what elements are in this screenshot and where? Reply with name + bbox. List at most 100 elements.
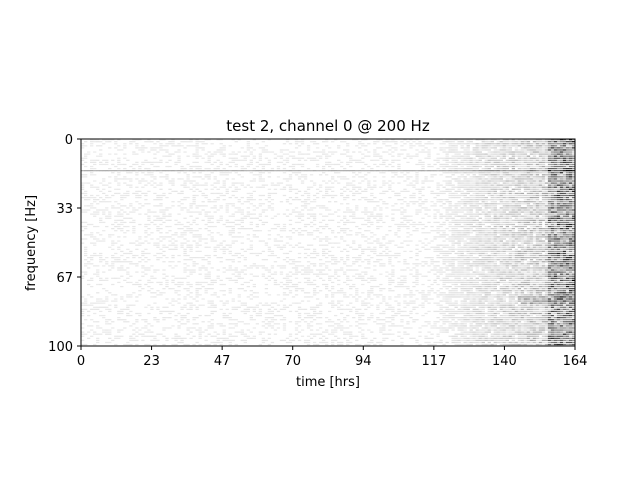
heatmap-cell <box>475 236 479 238</box>
heatmap-cell <box>451 178 455 180</box>
heatmap-cell <box>412 221 416 224</box>
heatmap-cell <box>300 157 305 159</box>
heatmap-cell <box>361 145 365 147</box>
heatmap-cell <box>343 217 347 219</box>
heatmap-cell <box>511 215 516 217</box>
heatmap-cell <box>117 159 121 161</box>
heatmap-cell <box>315 236 320 238</box>
heatmap-cell <box>550 244 555 246</box>
heatmap-cell <box>565 256 570 259</box>
heatmap-cell <box>562 219 567 221</box>
heatmap-cell <box>559 141 564 143</box>
heatmap-cell <box>490 159 494 161</box>
heatmap-cell <box>153 176 157 178</box>
heatmap-cell <box>478 223 482 226</box>
heatmap-cell <box>553 188 558 190</box>
heatmap-cell <box>463 244 467 246</box>
heatmap-cell <box>547 207 552 209</box>
heatmap-cell <box>535 196 540 199</box>
heatmap-cell <box>493 263 497 265</box>
heatmap-cell <box>502 201 507 203</box>
heatmap-cell <box>144 256 148 259</box>
heatmap-cell <box>364 259 368 261</box>
heatmap-cell <box>514 256 519 259</box>
heatmap-cell <box>364 155 368 157</box>
heatmap-cell <box>343 211 347 213</box>
heatmap-cell <box>225 211 229 213</box>
heatmap-cell <box>535 254 540 257</box>
heatmap-cell <box>469 196 473 199</box>
heatmap-cell <box>571 221 576 224</box>
heatmap-cell <box>520 182 525 184</box>
heatmap-cell <box>324 192 329 195</box>
heatmap-cell <box>439 213 443 215</box>
heatmap-cell <box>508 165 513 168</box>
heatmap-cell <box>499 186 504 188</box>
heatmap-cell <box>427 149 431 151</box>
heatmap-cell <box>340 203 344 205</box>
heatmap-cell <box>472 149 476 151</box>
heatmap-cell <box>397 153 401 155</box>
heatmap-cell <box>159 219 163 221</box>
heatmap-cell <box>505 141 510 143</box>
heatmap-cell <box>490 141 494 143</box>
heatmap-cell <box>379 163 383 166</box>
heatmap-cell <box>475 161 479 164</box>
heatmap-cell <box>541 153 546 155</box>
heatmap-cell <box>442 159 446 161</box>
heatmap-cell <box>219 234 223 236</box>
heatmap-cell <box>120 215 124 217</box>
heatmap-cell <box>213 205 217 207</box>
heatmap-cell <box>349 230 353 232</box>
heatmap-cell <box>243 170 247 172</box>
heatmap-cell <box>312 217 317 219</box>
heatmap-cell <box>550 151 555 153</box>
heatmap-cell <box>463 192 467 195</box>
heatmap-cell <box>168 155 172 157</box>
heatmap-cell <box>324 238 329 240</box>
heatmap-cell <box>219 217 223 219</box>
heatmap-cell <box>508 201 513 203</box>
heatmap-cell <box>511 238 516 240</box>
heatmap-cell <box>219 139 223 141</box>
heatmap-cell <box>526 238 531 240</box>
heatmap-cell <box>370 186 374 188</box>
heatmap-cell <box>201 184 205 186</box>
heatmap-cell <box>538 182 543 184</box>
heatmap-cell <box>454 161 458 164</box>
heatmap-cell <box>321 244 326 246</box>
heatmap-cell <box>427 242 431 244</box>
heatmap-cell <box>105 184 109 186</box>
heatmap-cell <box>337 172 341 174</box>
heatmap-cell <box>499 209 504 211</box>
heatmap-cell <box>324 236 329 238</box>
heatmap-cell <box>150 170 154 172</box>
heatmap-cell <box>559 225 564 228</box>
heatmap-cell <box>373 250 377 253</box>
heatmap-cell <box>487 238 491 240</box>
heatmap-cell <box>487 182 491 184</box>
heatmap-cell <box>276 213 281 215</box>
heatmap-cell <box>108 211 112 213</box>
heatmap-cell <box>306 167 311 170</box>
heatmap-cell <box>201 256 205 259</box>
heatmap-cell <box>397 163 401 166</box>
heatmap-cell <box>529 254 534 257</box>
heatmap-cell <box>276 161 281 164</box>
heatmap-cell <box>267 139 272 141</box>
heatmap-cell <box>364 211 368 213</box>
heatmap-cell <box>177 254 181 257</box>
heatmap-cell <box>451 234 455 236</box>
heatmap-cell <box>499 145 504 147</box>
heatmap-cell <box>132 230 136 232</box>
heatmap-cell <box>358 254 362 257</box>
heatmap-cell <box>487 250 491 253</box>
heatmap-cell <box>532 151 537 153</box>
heatmap-cell <box>156 205 160 207</box>
heatmap-cell <box>189 259 193 261</box>
heatmap-cell <box>511 151 516 153</box>
heatmap-cell <box>87 209 91 211</box>
heatmap-cell <box>126 261 130 263</box>
heatmap-cell <box>324 141 329 143</box>
heatmap-cell <box>87 196 91 199</box>
